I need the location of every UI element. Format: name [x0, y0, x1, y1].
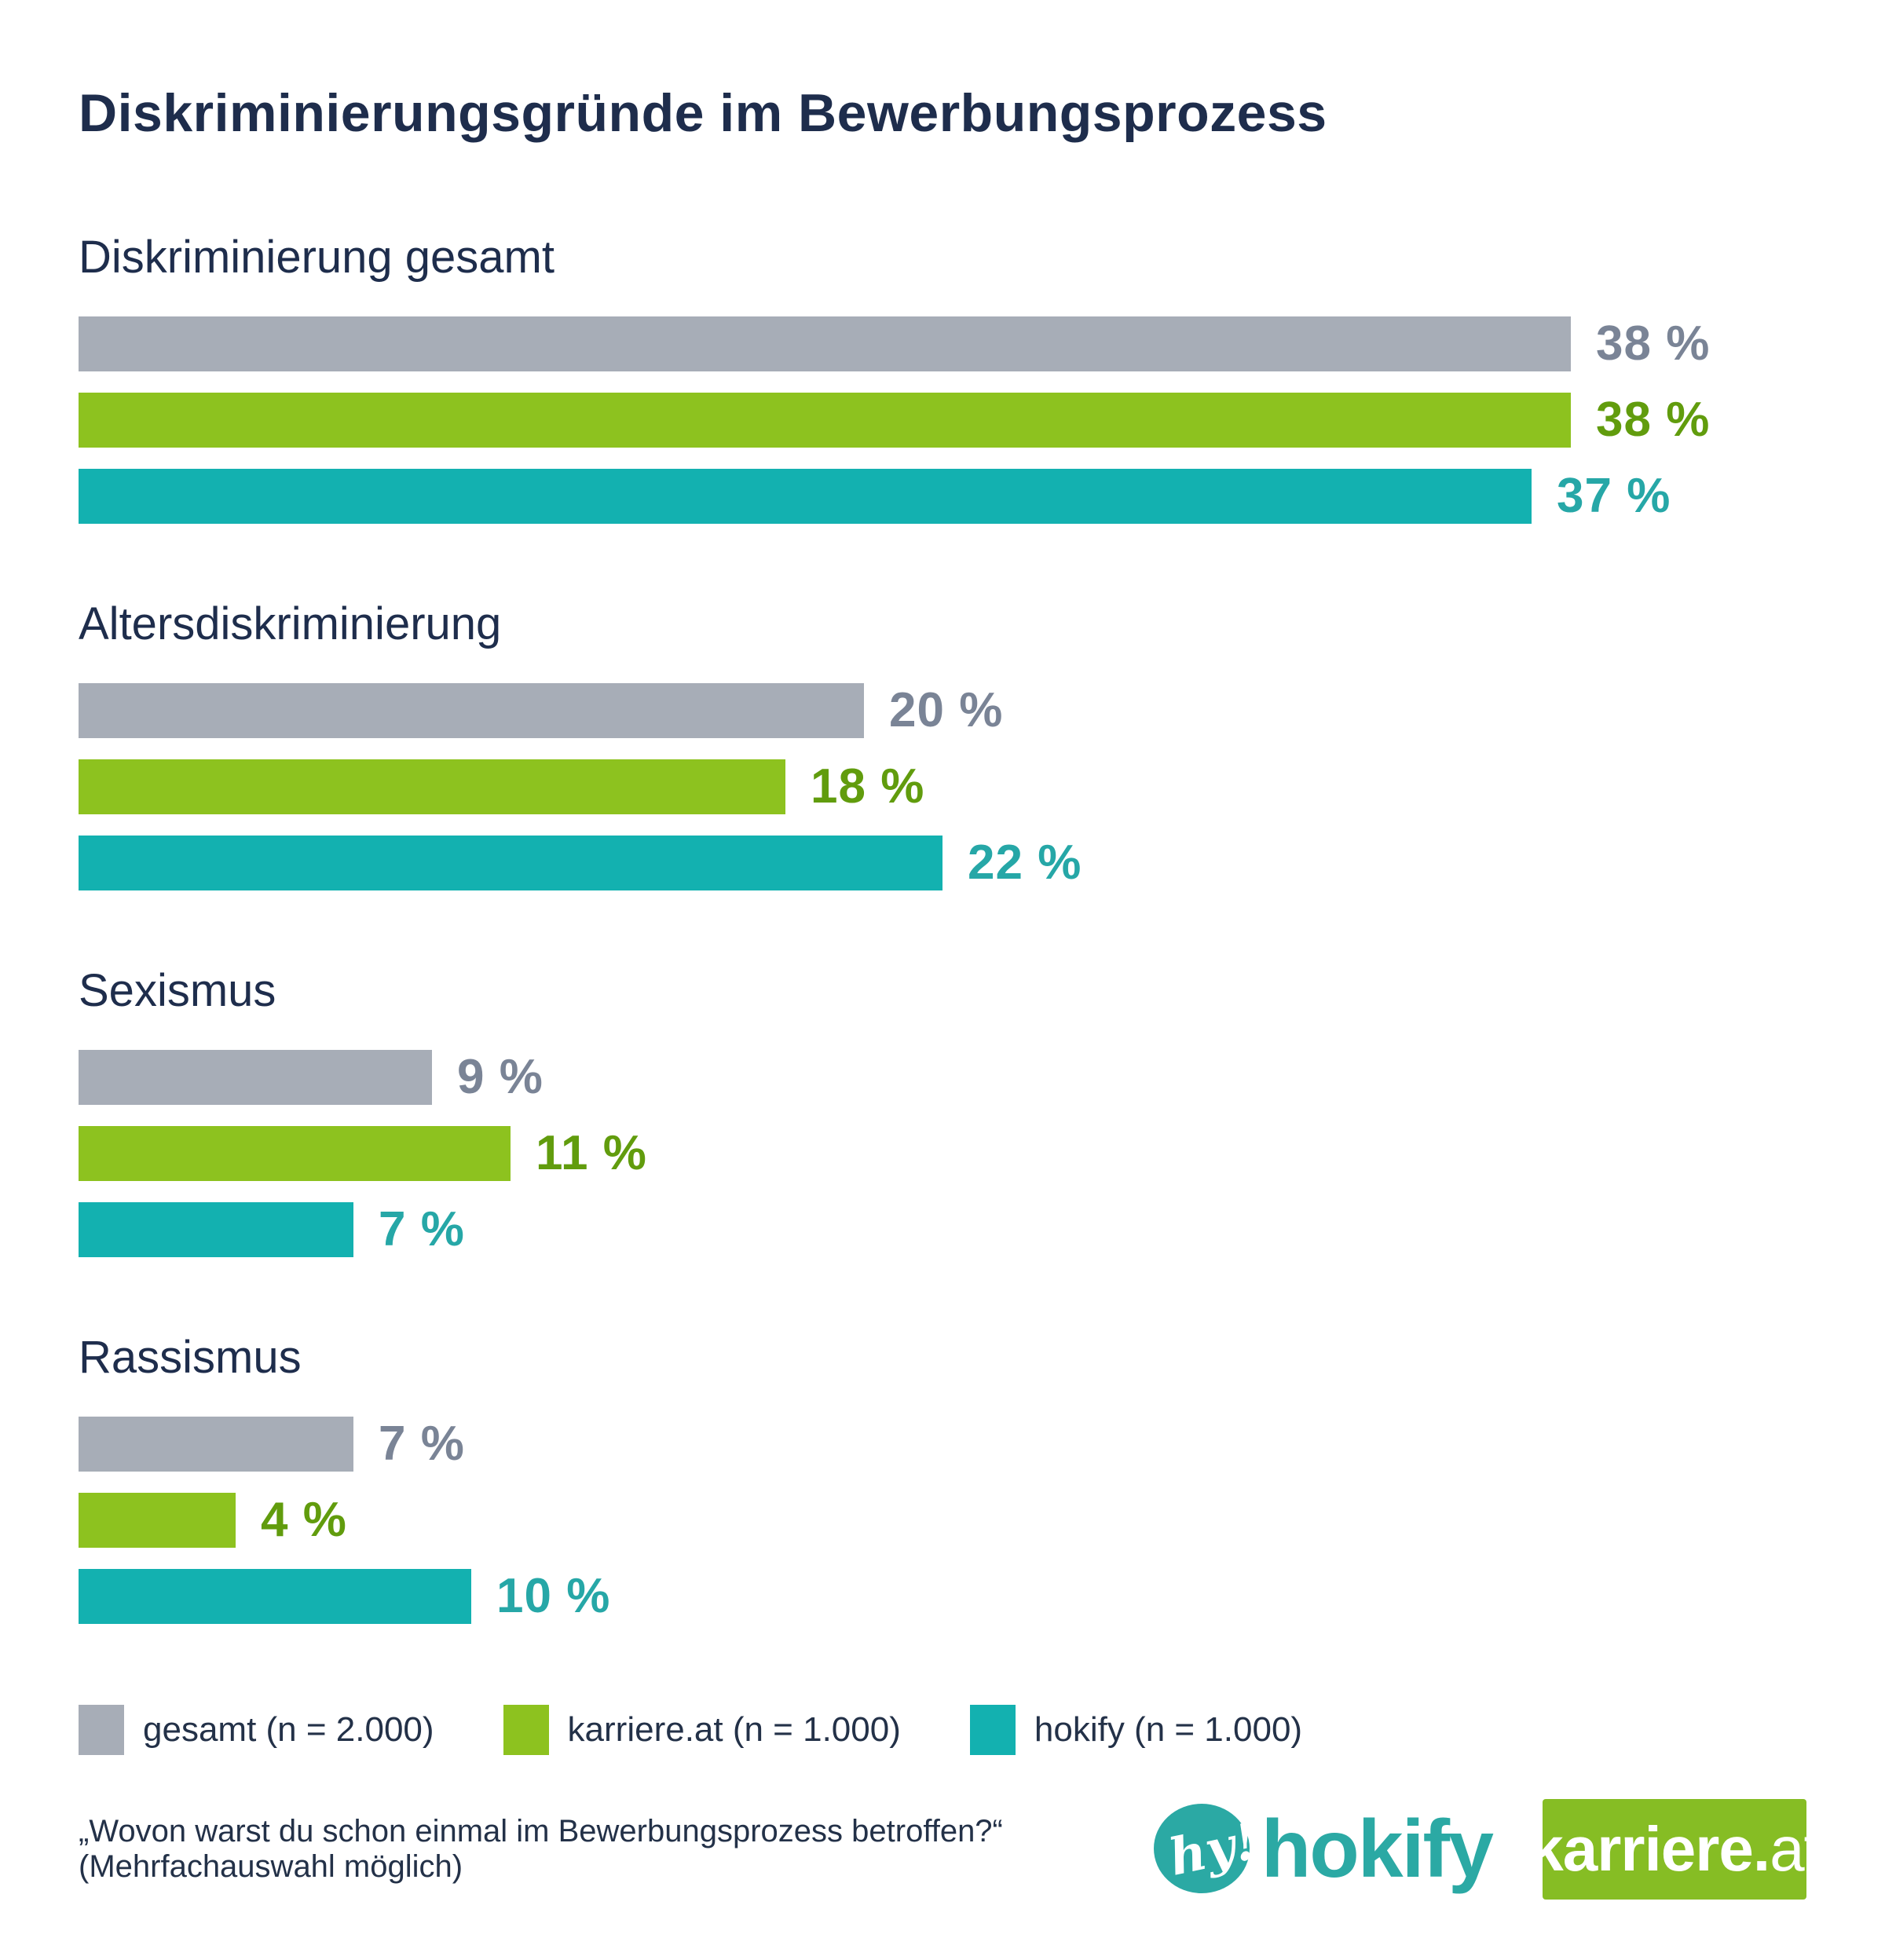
- category-section: Sexismus 9 % 11 % 7 %: [79, 964, 1806, 1257]
- bar-hokify: [79, 1201, 353, 1257]
- hokify-mark-icon: hy!: [1153, 1803, 1250, 1893]
- bar-row-hokify: 10 %: [79, 1568, 1806, 1624]
- category-label: Diskriminierung gesamt: [79, 231, 555, 283]
- footer: „Wovon warst du schon einmal im Bewerbun…: [79, 1798, 1821, 1900]
- legend-swatch-green: [503, 1704, 549, 1755]
- legend-label: gesamt (n = 2.000): [143, 1710, 434, 1749]
- category-section: Altersdiskriminierung 20 % 18 % 22 %: [79, 597, 1806, 890]
- bar-row-karriere: 18 %: [79, 759, 1806, 814]
- bar-row-hokify: 22 %: [79, 835, 1806, 890]
- bar-value-label: 10 %: [496, 1569, 611, 1624]
- bar-gesamt: [79, 1049, 432, 1105]
- category-label: Sexismus: [79, 964, 276, 1016]
- legend-swatch-teal: [969, 1704, 1016, 1755]
- legend-item-hokify: hokify (n = 1.000): [969, 1704, 1303, 1755]
- bar-row-gesamt: 9 %: [79, 1049, 1806, 1105]
- karriere-logo-light-text: at: [1770, 1813, 1821, 1884]
- bar-row-karriere: 11 %: [79, 1125, 1806, 1181]
- bar-value-label: 22 %: [968, 836, 1082, 890]
- bar-gesamt: [79, 316, 1571, 371]
- bar-row-gesamt: 38 %: [79, 316, 1806, 371]
- legend: gesamt (n = 2.000) karriere.at (n = 1.00…: [79, 1704, 1806, 1755]
- bar-row-gesamt: 7 %: [79, 1416, 1806, 1472]
- bar-value-label: 38 %: [1596, 316, 1711, 371]
- bar-row-karriere: 38 %: [79, 392, 1806, 448]
- bar-value-label: 7 %: [379, 1202, 465, 1257]
- hokify-wordmark: hokify: [1261, 1803, 1494, 1895]
- bar-value-label: 37 %: [1557, 469, 1671, 524]
- bar-hokify: [79, 468, 1532, 524]
- hokify-logo: hy! hokify: [1153, 1803, 1494, 1896]
- karriere-logo-bold-text: karriere.: [1528, 1813, 1770, 1884]
- legend-item-gesamt: gesamt (n = 2.000): [79, 1704, 434, 1755]
- bar-hokify: [79, 835, 942, 890]
- bar-row-hokify: 7 %: [79, 1201, 1806, 1257]
- bar-karriere: [79, 1125, 511, 1181]
- bar-row-karriere: 4 %: [79, 1492, 1806, 1548]
- legend-label: karriere.at (n = 1.000): [567, 1710, 901, 1749]
- bar-karriere: [79, 1492, 236, 1548]
- bar-gesamt: [79, 1416, 353, 1472]
- survey-question-note: „Wovon warst du schon einmal im Bewerbun…: [79, 1813, 1003, 1884]
- bar-value-label: 38 %: [1596, 393, 1711, 448]
- bar-value-label: 4 %: [261, 1493, 347, 1548]
- legend-swatch-gray: [79, 1704, 124, 1755]
- legend-label: hokify (n = 1.000): [1034, 1710, 1303, 1749]
- category-label: Altersdiskriminierung: [79, 598, 502, 649]
- chart-sections: Diskriminierung gesamt 38 % 38 % 37 % Alters…: [79, 230, 1806, 1624]
- bar-value-label: 18 %: [811, 759, 925, 814]
- category-section: Rassismus 7 % 4 % 10 %: [79, 1330, 1806, 1624]
- bar-karriere: [79, 759, 785, 814]
- category-label: Rassismus: [79, 1331, 302, 1383]
- legend-item-karriere: karriere.at (n = 1.000): [503, 1704, 901, 1755]
- bar-karriere: [79, 392, 1571, 448]
- bar-value-label: 7 %: [379, 1417, 465, 1472]
- karriere-at-logo: karriere. at: [1528, 1798, 1821, 1900]
- bar-value-label: 9 %: [457, 1050, 544, 1105]
- brand-logos: hy! hokify karriere. at: [1153, 1798, 1821, 1900]
- bar-row-hokify: 37 %: [79, 468, 1806, 524]
- bar-value-label: 11 %: [536, 1126, 647, 1181]
- page-title: Diskriminierungsgründe im Bewerbungsproz…: [79, 83, 1327, 143]
- category-section: Diskriminierung gesamt 38 % 38 % 37 %: [79, 230, 1806, 524]
- bar-value-label: 20 %: [889, 683, 1004, 738]
- bar-hokify: [79, 1568, 471, 1624]
- bar-gesamt: [79, 682, 864, 738]
- bar-row-gesamt: 20 %: [79, 682, 1806, 738]
